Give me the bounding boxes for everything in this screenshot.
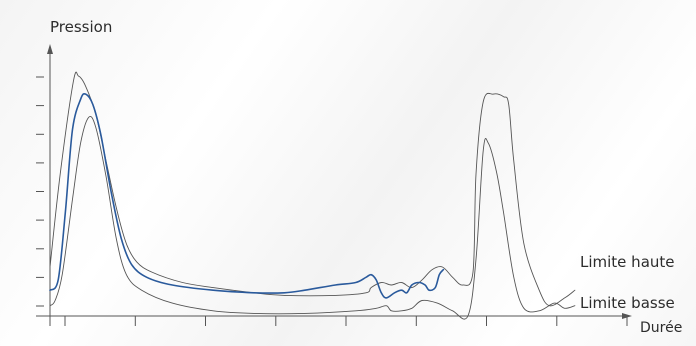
lower-limit-line	[49, 116, 576, 320]
legend-lower-limit: Limite basse	[580, 294, 675, 312]
upper-limit-line	[49, 71, 576, 307]
legend-upper-limit: Limite haute	[580, 253, 675, 271]
y-axis-arrow	[47, 44, 53, 54]
measured-pressure-line	[49, 92, 445, 299]
x-axis-label: Durée	[640, 320, 683, 336]
y-axis-label: Pression	[50, 18, 113, 36]
